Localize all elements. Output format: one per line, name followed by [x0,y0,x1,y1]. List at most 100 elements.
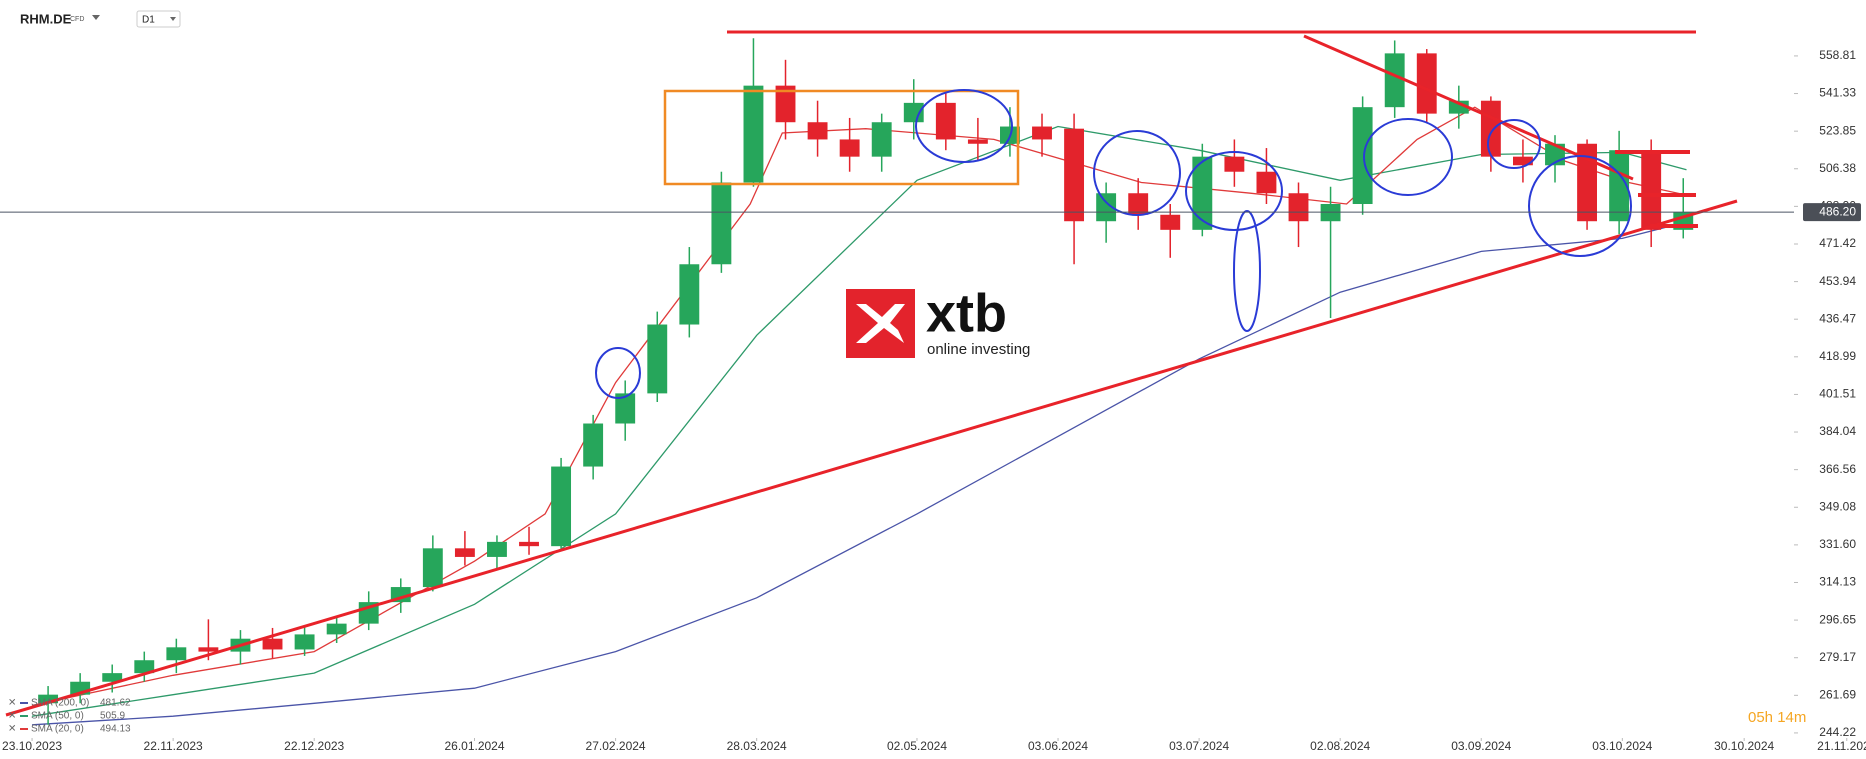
background-layer: xtb online investing [846,283,1030,358]
candle-body [454,548,475,557]
candle-body [487,541,507,557]
y-tick-label: 558.81 [1819,48,1856,62]
candle-body [679,264,700,325]
y-tick-label: 331.60 [1819,537,1856,551]
y-tick-label: 436.47 [1819,311,1856,325]
highlight-ellipse [1528,155,1632,257]
candle-body [519,541,539,547]
candle-body [1032,126,1052,140]
candle-body [1416,53,1437,114]
dropdown-arrow[interactable] [92,15,100,20]
y-tick-label: 453.94 [1819,274,1856,288]
y-tick-label: 366.56 [1819,462,1856,476]
instrument-type: CFD [70,16,84,23]
legend-name: SMA (200, 0) [31,698,89,709]
interval: D1 [142,15,155,26]
candle-body [1577,143,1598,222]
logo-name: xtb [926,283,1007,343]
candle-body [422,548,443,588]
candle-body [935,102,956,140]
candle-body [1096,193,1117,222]
candle-body [1224,156,1245,172]
last-price-box [1803,203,1861,222]
candle-body [903,102,924,123]
candle-body [1352,107,1373,205]
legend-icon: ✕ [8,724,16,735]
last-price-label: 486.20 [1819,204,1856,218]
support-line [5,199,1738,717]
candle-body [967,139,988,144]
candle-body [711,182,732,265]
candle-body [1256,171,1277,194]
y-tick-label: 401.51 [1819,387,1856,401]
candle-body [1384,53,1405,108]
candle-body [583,423,604,467]
highlight-ellipse [595,347,641,399]
sma-line [31,106,1687,707]
highlight-ellipse [1363,118,1453,196]
highlight-ellipse [1233,210,1261,332]
y-tick-label: 418.99 [1819,349,1856,363]
x-tick-label: 23.10.2023 [2,739,62,753]
dropdown-arrow[interactable] [170,17,176,21]
x-tick-label: 02.08.2024 [1310,739,1370,753]
y-tick-label: 279.17 [1819,650,1856,664]
drawing-layer [5,30,1738,717]
legend-icon: ✕ [8,711,16,722]
y-tick-label: 506.38 [1819,161,1856,175]
candle-body [839,139,860,157]
x-tick-label: 22.11.2023 [144,739,203,753]
y-tick-label: 296.65 [1819,612,1856,626]
y-tick-label: 471.42 [1819,236,1856,250]
candle-body [1192,156,1213,230]
session-timer: 05h 14m [1748,709,1806,726]
x-tick-label: 03.07.2024 [1169,739,1229,753]
candle-body [166,647,187,661]
candle-layer [38,38,1694,725]
y-tick-label: 244.22 [1819,725,1856,739]
candle-body [775,85,796,123]
x-tick-label: 30.10.2024 [1714,739,1774,753]
x-tick-label: 22.12.2023 [284,739,344,753]
candle-body [647,324,668,394]
legend-value: 481.62 [100,698,131,709]
legend-icon: ✕ [8,698,16,709]
legend-value: 505.9 [100,711,125,722]
candle-body [1064,128,1085,222]
logo-icon [856,304,905,343]
y-tick-label: 384.04 [1819,424,1856,438]
legend-name: SMA (50, 0) [31,711,84,722]
x-tick-label: 28.03.2024 [727,739,787,753]
y-tick-label: 523.85 [1819,123,1856,137]
y-tick-label: 349.08 [1819,499,1856,513]
candle-body [871,122,892,157]
x-tick-label: 02.05.2024 [887,739,947,753]
x-tick-label: 27.02.2024 [586,739,646,753]
symbol[interactable]: RHM.DE [20,11,72,26]
candle-body [1288,193,1309,222]
x-tick-label: 03.10.2024 [1592,739,1652,753]
interval-select[interactable] [136,10,181,28]
x-tick-label: 21.11.2024 [1817,739,1866,753]
candle-body [294,634,315,650]
highlight-ellipse [1185,151,1283,231]
x-tick-label: 03.06.2024 [1028,739,1088,753]
x-tick-label: 26.01.2024 [444,739,504,753]
price-axis [1794,0,1866,759]
candle-body [551,466,572,547]
candle-body [1480,100,1501,157]
candle-body [38,694,59,704]
candle-body [743,85,764,183]
highlight-ellipse [915,89,1013,163]
highlight-ellipse [1093,130,1181,216]
y-tick-label: 314.13 [1819,575,1856,589]
range-box [663,89,1020,186]
candle-body [1641,150,1662,230]
candle-body [262,638,283,650]
sma-line [32,221,1687,726]
highlight-ellipse [1487,119,1541,169]
candle-body [807,122,828,140]
